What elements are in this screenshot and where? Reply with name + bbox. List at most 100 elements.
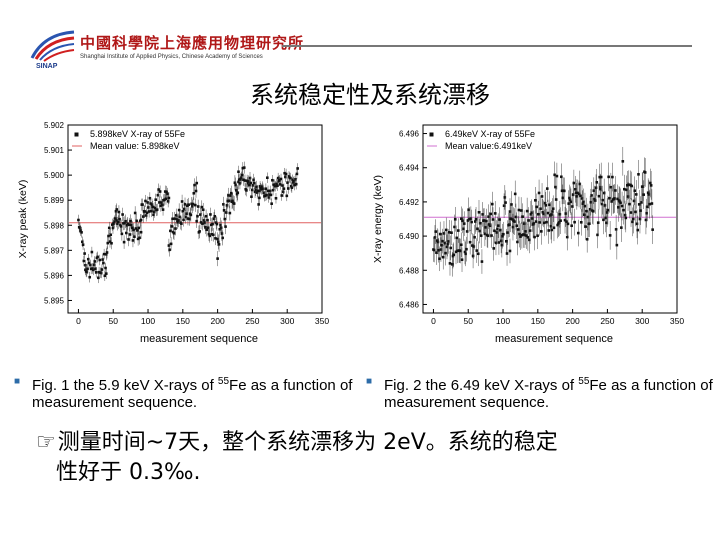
data-point <box>507 223 511 226</box>
data-point <box>636 228 640 232</box>
data-points <box>432 146 654 277</box>
data-point <box>490 234 493 237</box>
data-point <box>605 221 608 225</box>
data-point <box>625 184 629 187</box>
data-point <box>551 210 554 213</box>
data-point <box>161 208 165 211</box>
data-point <box>510 203 513 206</box>
data-point <box>121 213 124 216</box>
data-point <box>568 196 571 200</box>
data-point <box>433 236 437 239</box>
data-point <box>520 233 524 237</box>
data-point <box>157 188 160 191</box>
data-point <box>465 247 468 251</box>
data-point <box>98 258 102 262</box>
data-point <box>541 210 545 214</box>
data-point <box>187 203 190 206</box>
data-point <box>545 220 548 224</box>
data-point <box>151 205 155 209</box>
data-point <box>185 204 189 207</box>
data-point <box>574 187 577 191</box>
data-point <box>214 237 217 240</box>
data-point <box>569 200 573 204</box>
institute-name-en: Shanghai Institute of Applied Physics, C… <box>80 54 263 60</box>
data-point <box>620 226 623 229</box>
data-point <box>606 208 610 212</box>
data-point <box>212 217 216 221</box>
data-point <box>202 219 206 222</box>
data-point <box>644 218 648 222</box>
data-point <box>536 234 539 238</box>
data-point <box>459 243 463 247</box>
data-point <box>492 247 496 250</box>
data-point <box>451 254 455 258</box>
data-point <box>253 181 256 185</box>
data-point <box>444 228 448 232</box>
data-point <box>594 186 598 190</box>
data-point <box>117 210 121 214</box>
data-point <box>159 204 163 207</box>
data-point <box>556 223 559 227</box>
data-point <box>237 180 240 184</box>
data-point <box>474 218 478 221</box>
data-point <box>632 199 636 203</box>
data-point <box>623 187 626 191</box>
legend: 5.898keV X-ray of 55Fe Mean value: 5.898k… <box>72 129 185 151</box>
data-point <box>235 188 238 192</box>
data-point <box>262 191 266 195</box>
data-point <box>437 248 441 252</box>
data-point <box>204 214 208 218</box>
conclusion-text: ☞测量时间~7天，整个系统漂移为 2eV。系统的稳定 性好于 0.3‰. <box>36 428 696 488</box>
x-tick-label: 100 <box>496 316 510 326</box>
data-point <box>237 178 241 181</box>
data-point <box>273 183 276 186</box>
data-point <box>211 222 214 226</box>
data-point <box>80 231 83 234</box>
data-point <box>115 208 119 211</box>
data-point <box>268 193 271 196</box>
data-point <box>582 200 585 204</box>
x-tick-label: 0 <box>76 316 81 326</box>
data-point <box>138 236 141 240</box>
data-point <box>504 201 507 204</box>
data-point <box>552 226 556 230</box>
data-point <box>235 192 239 196</box>
data-point <box>645 211 648 215</box>
data-point <box>634 193 638 196</box>
data-point <box>276 184 279 188</box>
data-point <box>593 197 596 201</box>
data-point <box>519 209 523 212</box>
data-point <box>215 222 219 226</box>
data-point <box>438 257 441 261</box>
data-point <box>271 178 274 182</box>
data-point <box>499 228 502 232</box>
y-axis-label: X-ray peak (keV) <box>17 180 29 259</box>
data-point <box>258 189 261 193</box>
institute-abbr: SINAP <box>36 63 58 70</box>
data-point <box>550 213 554 216</box>
data-point <box>116 222 119 226</box>
data-point <box>180 222 183 225</box>
data-point <box>472 245 476 248</box>
data-point <box>649 184 653 187</box>
data-point <box>590 194 593 197</box>
data-point <box>577 192 581 196</box>
data-point <box>572 181 576 185</box>
data-point <box>578 182 582 186</box>
data-point <box>471 254 475 258</box>
data-point <box>196 205 200 208</box>
data-point <box>453 217 457 221</box>
data-point <box>493 212 497 215</box>
data-point <box>174 214 178 217</box>
data-point <box>540 195 544 198</box>
data-point <box>250 188 254 192</box>
data-point <box>152 213 155 217</box>
data-point <box>562 189 566 193</box>
data-point <box>516 228 520 231</box>
data-point <box>222 208 226 212</box>
data-point <box>289 176 292 180</box>
data-point <box>118 217 121 221</box>
data-point <box>462 222 466 225</box>
data-point <box>286 181 289 184</box>
data-point <box>461 219 465 223</box>
